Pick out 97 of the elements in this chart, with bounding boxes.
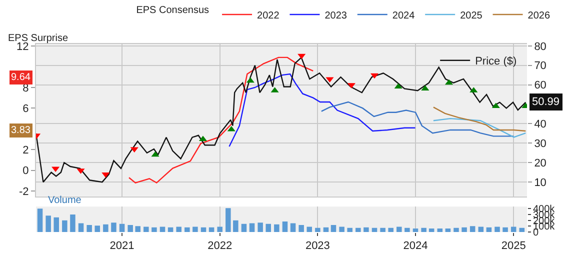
bar xyxy=(356,228,361,232)
bar xyxy=(339,226,344,232)
legend-title: EPS Consensus xyxy=(136,5,210,16)
point xyxy=(151,151,160,157)
bar xyxy=(330,224,336,232)
bar xyxy=(510,226,516,232)
bar xyxy=(470,226,476,232)
bar xyxy=(86,224,92,232)
bar xyxy=(323,227,329,232)
y-tick-label: 0 xyxy=(22,165,29,178)
bar xyxy=(62,220,68,232)
y2-tick-label: 70 xyxy=(534,60,546,72)
bar xyxy=(266,224,271,232)
y2-tick-label: 10 xyxy=(534,176,546,189)
x-tick-label: 2024 xyxy=(403,240,428,252)
bar xyxy=(519,228,525,232)
bar xyxy=(494,226,500,232)
y-tick-label: 2 xyxy=(22,144,29,156)
legend-label: Price ($) xyxy=(475,56,517,68)
text: 3.83 xyxy=(11,125,31,136)
x-tick-label: 2023 xyxy=(305,240,330,252)
line-series xyxy=(228,73,416,148)
bar xyxy=(428,228,434,232)
point xyxy=(246,77,254,83)
bar xyxy=(135,226,140,232)
bar xyxy=(298,224,304,232)
bar xyxy=(152,227,157,232)
line-series xyxy=(128,56,314,184)
bar xyxy=(282,221,288,232)
bar xyxy=(364,227,369,232)
legend-label: 2024 xyxy=(392,10,416,22)
x-tick-label: 2022 xyxy=(208,240,232,252)
bar xyxy=(486,227,492,232)
bar xyxy=(54,217,59,232)
bar xyxy=(380,228,386,232)
bar xyxy=(315,228,320,232)
bar xyxy=(37,208,43,232)
bar xyxy=(128,224,133,232)
bar xyxy=(258,222,263,232)
bar xyxy=(200,227,206,232)
bar xyxy=(226,208,231,232)
bar xyxy=(421,228,426,232)
bar xyxy=(454,228,459,232)
bar xyxy=(404,228,410,232)
bar xyxy=(46,216,51,232)
y2-tick-label: 30 xyxy=(534,138,546,150)
legend-label: 2026 xyxy=(528,10,550,22)
bar xyxy=(78,223,84,232)
data-label: 50.99 xyxy=(532,96,560,108)
bar xyxy=(347,228,352,232)
legend-label: 2022 xyxy=(257,10,280,22)
bar xyxy=(396,226,402,232)
bar xyxy=(290,223,296,232)
text: 9.64 xyxy=(11,72,31,83)
line-series xyxy=(320,101,514,137)
bar xyxy=(176,226,182,232)
bar xyxy=(502,227,508,232)
y2-tick-label: 40 xyxy=(534,118,546,131)
bar xyxy=(217,226,222,232)
point xyxy=(394,83,402,89)
bar xyxy=(412,228,418,232)
bar xyxy=(372,228,378,232)
bar xyxy=(144,226,149,232)
x-tick-label: 2025 xyxy=(501,240,526,252)
y-tick-label: 12 xyxy=(16,40,29,53)
line-series xyxy=(432,118,526,138)
bar xyxy=(462,227,467,232)
bar xyxy=(306,226,312,232)
legend-label: 2023 xyxy=(324,10,348,22)
bar xyxy=(111,222,116,232)
point xyxy=(130,147,138,153)
y2-tick-label: 20 xyxy=(534,157,546,170)
bar xyxy=(388,228,394,232)
bar xyxy=(274,224,280,232)
legend-label: 2025 xyxy=(460,10,483,22)
bar xyxy=(70,214,76,232)
bar xyxy=(241,224,247,232)
bar xyxy=(478,226,484,232)
bar xyxy=(119,224,125,232)
y-tick-label: -2 xyxy=(19,186,29,198)
y2-tick-label: 80 xyxy=(534,40,546,53)
bar xyxy=(192,226,198,232)
y-tick-label: 6 xyxy=(22,103,29,116)
bar xyxy=(168,227,174,232)
bar xyxy=(233,220,238,232)
bar xyxy=(445,228,451,232)
bar xyxy=(184,227,190,232)
bar xyxy=(94,226,100,232)
bar xyxy=(249,223,255,232)
x-tick-label: 2021 xyxy=(110,240,134,252)
chart-title: Volume xyxy=(48,195,82,206)
line-series xyxy=(432,106,526,132)
bar xyxy=(103,224,108,232)
bar xyxy=(437,228,443,232)
bar xyxy=(160,226,166,232)
bar xyxy=(208,227,214,232)
y2-tick-label: 60 xyxy=(534,80,546,92)
